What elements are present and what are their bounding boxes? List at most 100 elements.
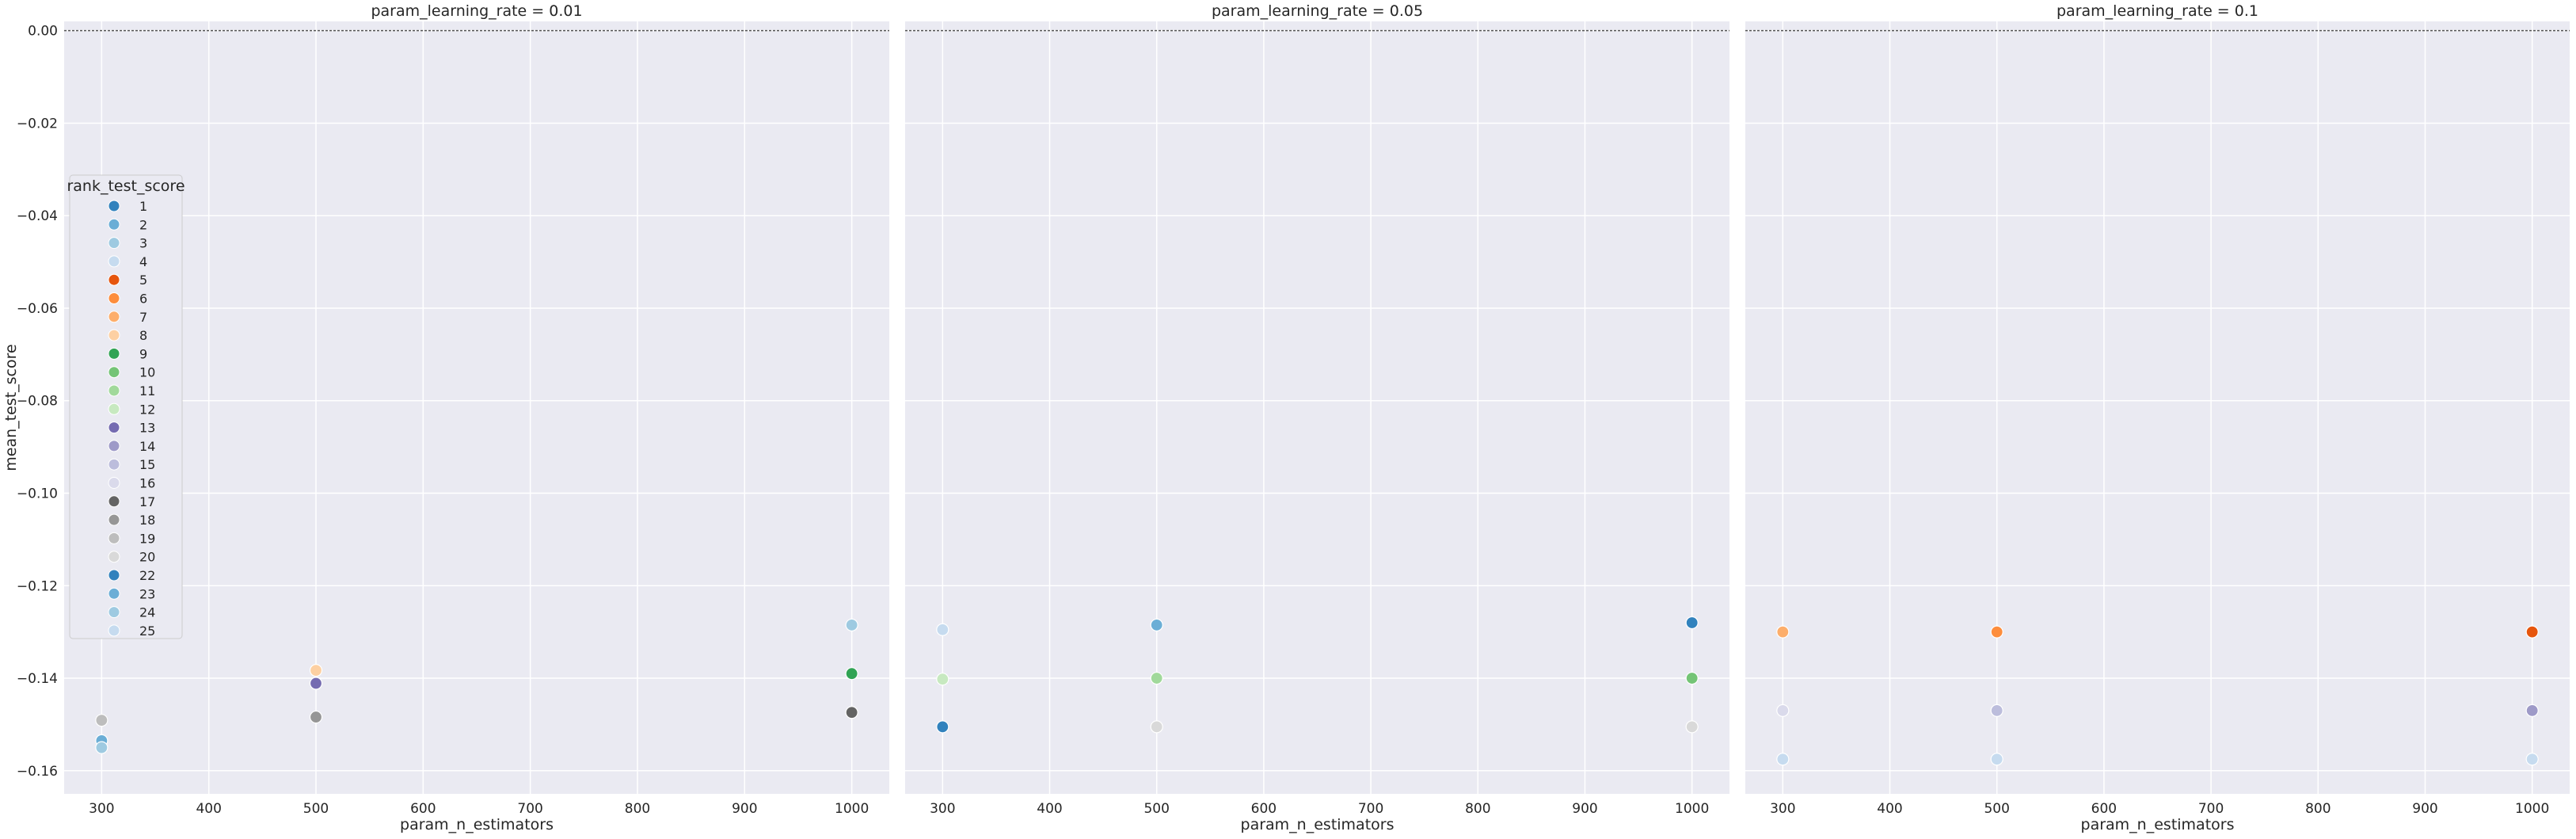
legend-label: 7 xyxy=(139,310,147,325)
x-tick-label: 500 xyxy=(303,801,329,817)
legend-marker xyxy=(108,200,120,212)
x-tick-label: 800 xyxy=(625,801,650,817)
legend-marker xyxy=(108,366,120,379)
data-point xyxy=(2525,704,2539,718)
data-point xyxy=(845,618,858,632)
data-point xyxy=(1685,720,1699,734)
legend-marker xyxy=(108,311,120,323)
data-point xyxy=(1990,753,2003,766)
legend-marker xyxy=(108,237,120,250)
legend-marker xyxy=(108,421,120,434)
y-axis-label: mean_test_score xyxy=(2,344,20,471)
x-tick-label: 500 xyxy=(1984,801,2009,817)
y-tick-label: −0.08 xyxy=(17,394,58,410)
x-tick-label: 600 xyxy=(2091,801,2117,817)
x-tick-label: 1000 xyxy=(1675,801,1709,817)
legend-marker xyxy=(108,458,120,471)
y-tick-label: −0.06 xyxy=(17,301,58,317)
legend-label: 6 xyxy=(139,292,147,307)
legend-label: 24 xyxy=(139,605,155,620)
legend-label: 25 xyxy=(139,624,155,639)
legend-label: 16 xyxy=(139,476,155,491)
legend-marker xyxy=(108,477,120,489)
facet-title: param_learning_rate = 0.1 xyxy=(2057,2,2258,20)
data-point xyxy=(1990,704,2003,718)
data-point xyxy=(309,710,323,724)
facet-panel-2: 300 400 500 600 700 800 900 1000 param_learning_… xyxy=(905,2,1729,833)
x-tick-label: 500 xyxy=(1143,801,1169,817)
legend-marker xyxy=(108,255,120,268)
legend-label: 11 xyxy=(139,383,155,399)
data-point xyxy=(1685,671,1699,685)
legend-marker xyxy=(108,273,120,286)
legend-label: 9 xyxy=(139,346,147,361)
legend-title: rank_test_score xyxy=(67,177,185,195)
x-axis-label: param_n_estimators xyxy=(400,816,554,833)
legend-marker xyxy=(108,440,120,452)
legend-label: 12 xyxy=(139,402,155,417)
legend-marker xyxy=(108,569,120,582)
x-tick-label: 400 xyxy=(1877,801,1902,817)
x-tick-label: 900 xyxy=(2412,801,2437,817)
data-point xyxy=(936,623,949,636)
legend-label: 23 xyxy=(139,586,155,601)
data-point xyxy=(2525,625,2539,639)
x-axis-label: param_n_estimators xyxy=(1241,816,1395,833)
legend-label: 3 xyxy=(139,236,147,251)
panel-background xyxy=(905,21,1729,794)
x-axis-label: param_n_estimators xyxy=(2081,816,2235,833)
legend-label: 18 xyxy=(139,513,155,528)
data-point xyxy=(1776,704,1790,718)
legend: rank_test_score1234567891011121314151617… xyxy=(67,174,185,639)
legend-label: 17 xyxy=(139,494,155,509)
y-tick-label: −0.12 xyxy=(17,578,58,594)
x-tick-label: 400 xyxy=(1037,801,1062,817)
legend-marker xyxy=(108,384,120,397)
data-point xyxy=(1150,720,1163,734)
y-tick-label: −0.10 xyxy=(17,486,58,502)
legend-label: 1 xyxy=(139,199,147,214)
data-point xyxy=(1150,618,1163,632)
x-tick-label: 700 xyxy=(517,801,542,817)
legend-label: 2 xyxy=(139,217,147,232)
x-tick-label: 400 xyxy=(196,801,221,817)
panel-background xyxy=(64,21,889,794)
legend-label: 20 xyxy=(139,550,155,565)
legend-marker xyxy=(108,551,120,563)
data-point xyxy=(845,667,858,681)
data-point xyxy=(936,673,949,686)
data-point xyxy=(1685,616,1699,630)
legend-label: 13 xyxy=(139,421,155,436)
data-point xyxy=(936,720,949,734)
legend-marker xyxy=(108,292,120,304)
legend-label: 8 xyxy=(139,328,147,343)
x-tick-label: 900 xyxy=(1572,801,1597,817)
legend-label: 5 xyxy=(139,273,147,288)
legend-marker xyxy=(108,532,120,544)
x-tick-label: 300 xyxy=(1770,801,1795,817)
panel-background xyxy=(1745,21,2570,794)
y-tick-label: −0.16 xyxy=(17,764,58,780)
legend-marker xyxy=(108,329,120,341)
legend-marker xyxy=(108,347,120,360)
legend-box xyxy=(69,174,183,639)
x-tick-label: 700 xyxy=(1358,801,1383,817)
data-point xyxy=(95,714,108,727)
legend-label: 15 xyxy=(139,457,155,472)
data-point xyxy=(1776,625,1790,639)
data-point xyxy=(845,706,858,719)
legend-label: 4 xyxy=(139,254,147,269)
data-point xyxy=(309,664,323,677)
y-tick-label: −0.02 xyxy=(17,116,58,132)
legend-marker xyxy=(108,218,120,231)
legend-marker xyxy=(108,513,120,526)
legend-label: 14 xyxy=(139,439,155,454)
y-tick-label: 0.00 xyxy=(28,24,58,40)
x-tick-label: 300 xyxy=(89,801,114,817)
x-tick-label: 800 xyxy=(2305,801,2331,817)
data-point xyxy=(1150,671,1163,685)
x-tick-label: 1000 xyxy=(835,801,869,817)
x-tick-label: 1000 xyxy=(2515,801,2549,817)
